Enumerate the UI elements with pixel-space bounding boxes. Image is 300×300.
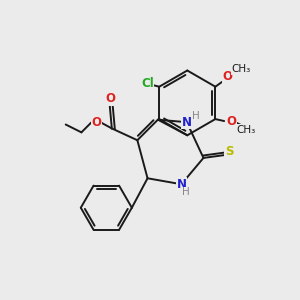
Text: H: H bbox=[182, 187, 190, 197]
Text: O: O bbox=[226, 115, 236, 128]
Text: O: O bbox=[106, 92, 116, 106]
Text: N: N bbox=[182, 116, 192, 129]
Text: H: H bbox=[192, 111, 200, 121]
Text: Cl: Cl bbox=[141, 77, 154, 90]
Text: CH₃: CH₃ bbox=[231, 64, 250, 74]
Text: N: N bbox=[176, 178, 186, 191]
Text: O: O bbox=[91, 116, 101, 129]
Text: S: S bbox=[225, 145, 233, 158]
Text: CH₃: CH₃ bbox=[236, 125, 255, 135]
Text: O: O bbox=[222, 70, 232, 83]
